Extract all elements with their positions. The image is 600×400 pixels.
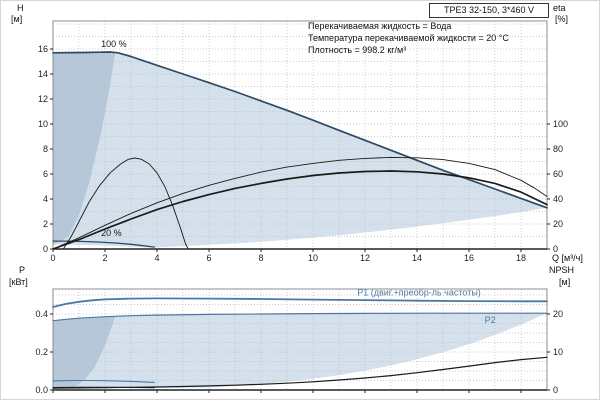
curve-p1-100 <box>52 297 548 308</box>
flow-axis-label: Q [м³/ч] <box>552 253 583 263</box>
power-chart-curve-labels: P1 (двиг.+преобр-ль частоты) P2 <box>357 288 495 326</box>
y-tick-label: 12 <box>38 94 48 104</box>
npsh-axis-label: NPSH <box>549 265 575 275</box>
curve-eta-pump-motor <box>52 170 548 250</box>
y-tick-label: 10 <box>38 119 48 129</box>
y2-tick-label: 40 <box>553 194 563 204</box>
region-power-left-wedge <box>53 316 116 388</box>
y2-tick-label: 60 <box>553 169 563 179</box>
x-tick-label: 0 <box>50 253 55 263</box>
eta-axis-unit: [%] <box>555 14 569 24</box>
y2-tick-label: 10 <box>553 347 563 357</box>
power-chart-curves <box>52 297 548 389</box>
x-tick-label: 18 <box>516 253 526 263</box>
y-tick-label: 0.0 <box>35 385 48 395</box>
qh-chart-curves <box>52 51 548 250</box>
npsh-axis-unit: [м] <box>559 277 571 287</box>
curve-eta-duty <box>62 157 189 250</box>
curve-p1-20 <box>52 379 155 383</box>
x-tick-label: 12 <box>360 253 370 263</box>
region-power-envelope <box>53 313 547 388</box>
y-tick-label: 0.4 <box>35 309 48 319</box>
qh-chart-gridlines <box>53 21 547 249</box>
y-tick-label: 8 <box>43 144 48 154</box>
pump-model-title: TPE3 32-150, 3*460 V <box>429 3 549 18</box>
qh-chart-frame <box>52 20 548 250</box>
x-tick-label: 2 <box>102 253 107 263</box>
fluid-info-line: Перекачиваемая жидкость = Вода <box>308 21 452 31</box>
y-tick-label: 2 <box>43 219 48 229</box>
x-tick-label: 4 <box>154 253 159 263</box>
curve-label: P2 <box>485 315 496 325</box>
region-envelope-left-wedge <box>53 52 116 245</box>
power-axis-unit: [кВт] <box>9 277 28 287</box>
fluid-info-line: Температура перекачиваемой жидкости = 20… <box>308 33 509 43</box>
qh-chart-curve-labels: 100 % 20 % <box>101 39 127 238</box>
y-tick-label: 4 <box>43 194 48 204</box>
x-tick-label: 16 <box>464 253 474 263</box>
fluid-info-line: Плотность = 998.2 кг/м³ <box>308 45 407 55</box>
y-tick-label: 14 <box>38 69 48 79</box>
eta-axis-label: eta <box>553 3 566 13</box>
y2-tick-label: 100 <box>553 119 568 129</box>
curve-label: 100 % <box>101 39 127 49</box>
x-tick-label: 10 <box>308 253 318 263</box>
qh-chart-regions <box>53 52 547 248</box>
curve-eta-pump <box>52 156 548 250</box>
y2-tick-label: 80 <box>553 144 563 154</box>
y2-tick-label: 0 <box>553 244 558 254</box>
y-tick-label: 6 <box>43 169 48 179</box>
curve-npsh <box>52 356 548 389</box>
curve-label: 20 % <box>101 228 122 238</box>
x-tick-label: 6 <box>206 253 211 263</box>
fluid-info-block: Перекачиваемая жидкость = Вода Температу… <box>308 20 509 56</box>
curve-label: P1 (двиг.+преобр-ль частоты) <box>357 288 481 298</box>
y-tick-label: 0.2 <box>35 347 48 357</box>
y2-tick-label: 20 <box>553 309 563 319</box>
power-axis-label: P <box>19 265 26 275</box>
qh-chart-ticks: 0 2 4 6 8 10 12 14 16 0 20 40 60 80 100 0 2 4 6 8 10 12 14 16 18 <box>38 44 568 263</box>
y-tick-label: 16 <box>38 44 48 54</box>
y-tick-label: 0 <box>43 244 48 254</box>
curve-h-100 <box>52 51 548 209</box>
x-tick-label: 8 <box>258 253 263 263</box>
power-chart-regions <box>53 313 547 388</box>
curve-p2-100 <box>52 312 548 322</box>
y2-tick-label: 0 <box>553 385 558 395</box>
y2-tick-label: 20 <box>553 219 563 229</box>
power-chart-ticks: 0.0 0.2 0.4 0 10 20 <box>35 309 563 395</box>
region-speed-envelope <box>53 52 547 248</box>
x-tick-label: 14 <box>412 253 422 263</box>
power-chart-frame <box>52 288 548 391</box>
head-axis-label: H <box>17 3 24 13</box>
head-axis-unit: [м] <box>11 14 23 24</box>
